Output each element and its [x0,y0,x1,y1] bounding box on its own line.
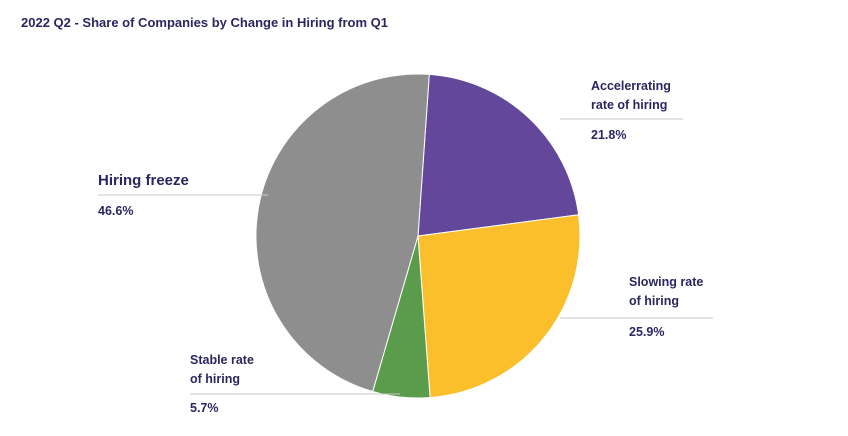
slice-freeze [255,73,430,393]
label-stable: Stable rate of hiring 5.7% [190,351,254,418]
value-slowing: 25.9% [629,325,665,339]
value-freeze: 46.6% [98,204,134,218]
slice-accelerating [417,73,580,237]
label-slowing-line2: of hiring [629,294,679,308]
label-freeze-line1: Hiring freeze [98,172,189,189]
value-stable: 5.7% [190,401,219,415]
label-slowing-line1: Slowing rate [629,275,704,289]
leader-lines [98,118,713,395]
label-accelerating-line1: Accelerrating [591,79,671,93]
pie-slices [255,73,581,399]
slice-slowing [417,214,581,399]
label-freeze: Hiring freeze 46.6% [98,170,189,221]
label-slowing: Slowing rate of hiring 25.9% [629,273,703,342]
chart-title: 2022 Q2 - Share of Companies by Change i… [21,15,388,30]
value-accelerating: 21.8% [591,128,627,142]
label-stable-line2: of hiring [190,372,240,386]
label-accelerating: Accelerrating rate of hiring 21.8% [591,77,671,145]
label-stable-line1: Stable rate [190,353,254,367]
label-accelerating-line2: rate of hiring [591,98,668,112]
